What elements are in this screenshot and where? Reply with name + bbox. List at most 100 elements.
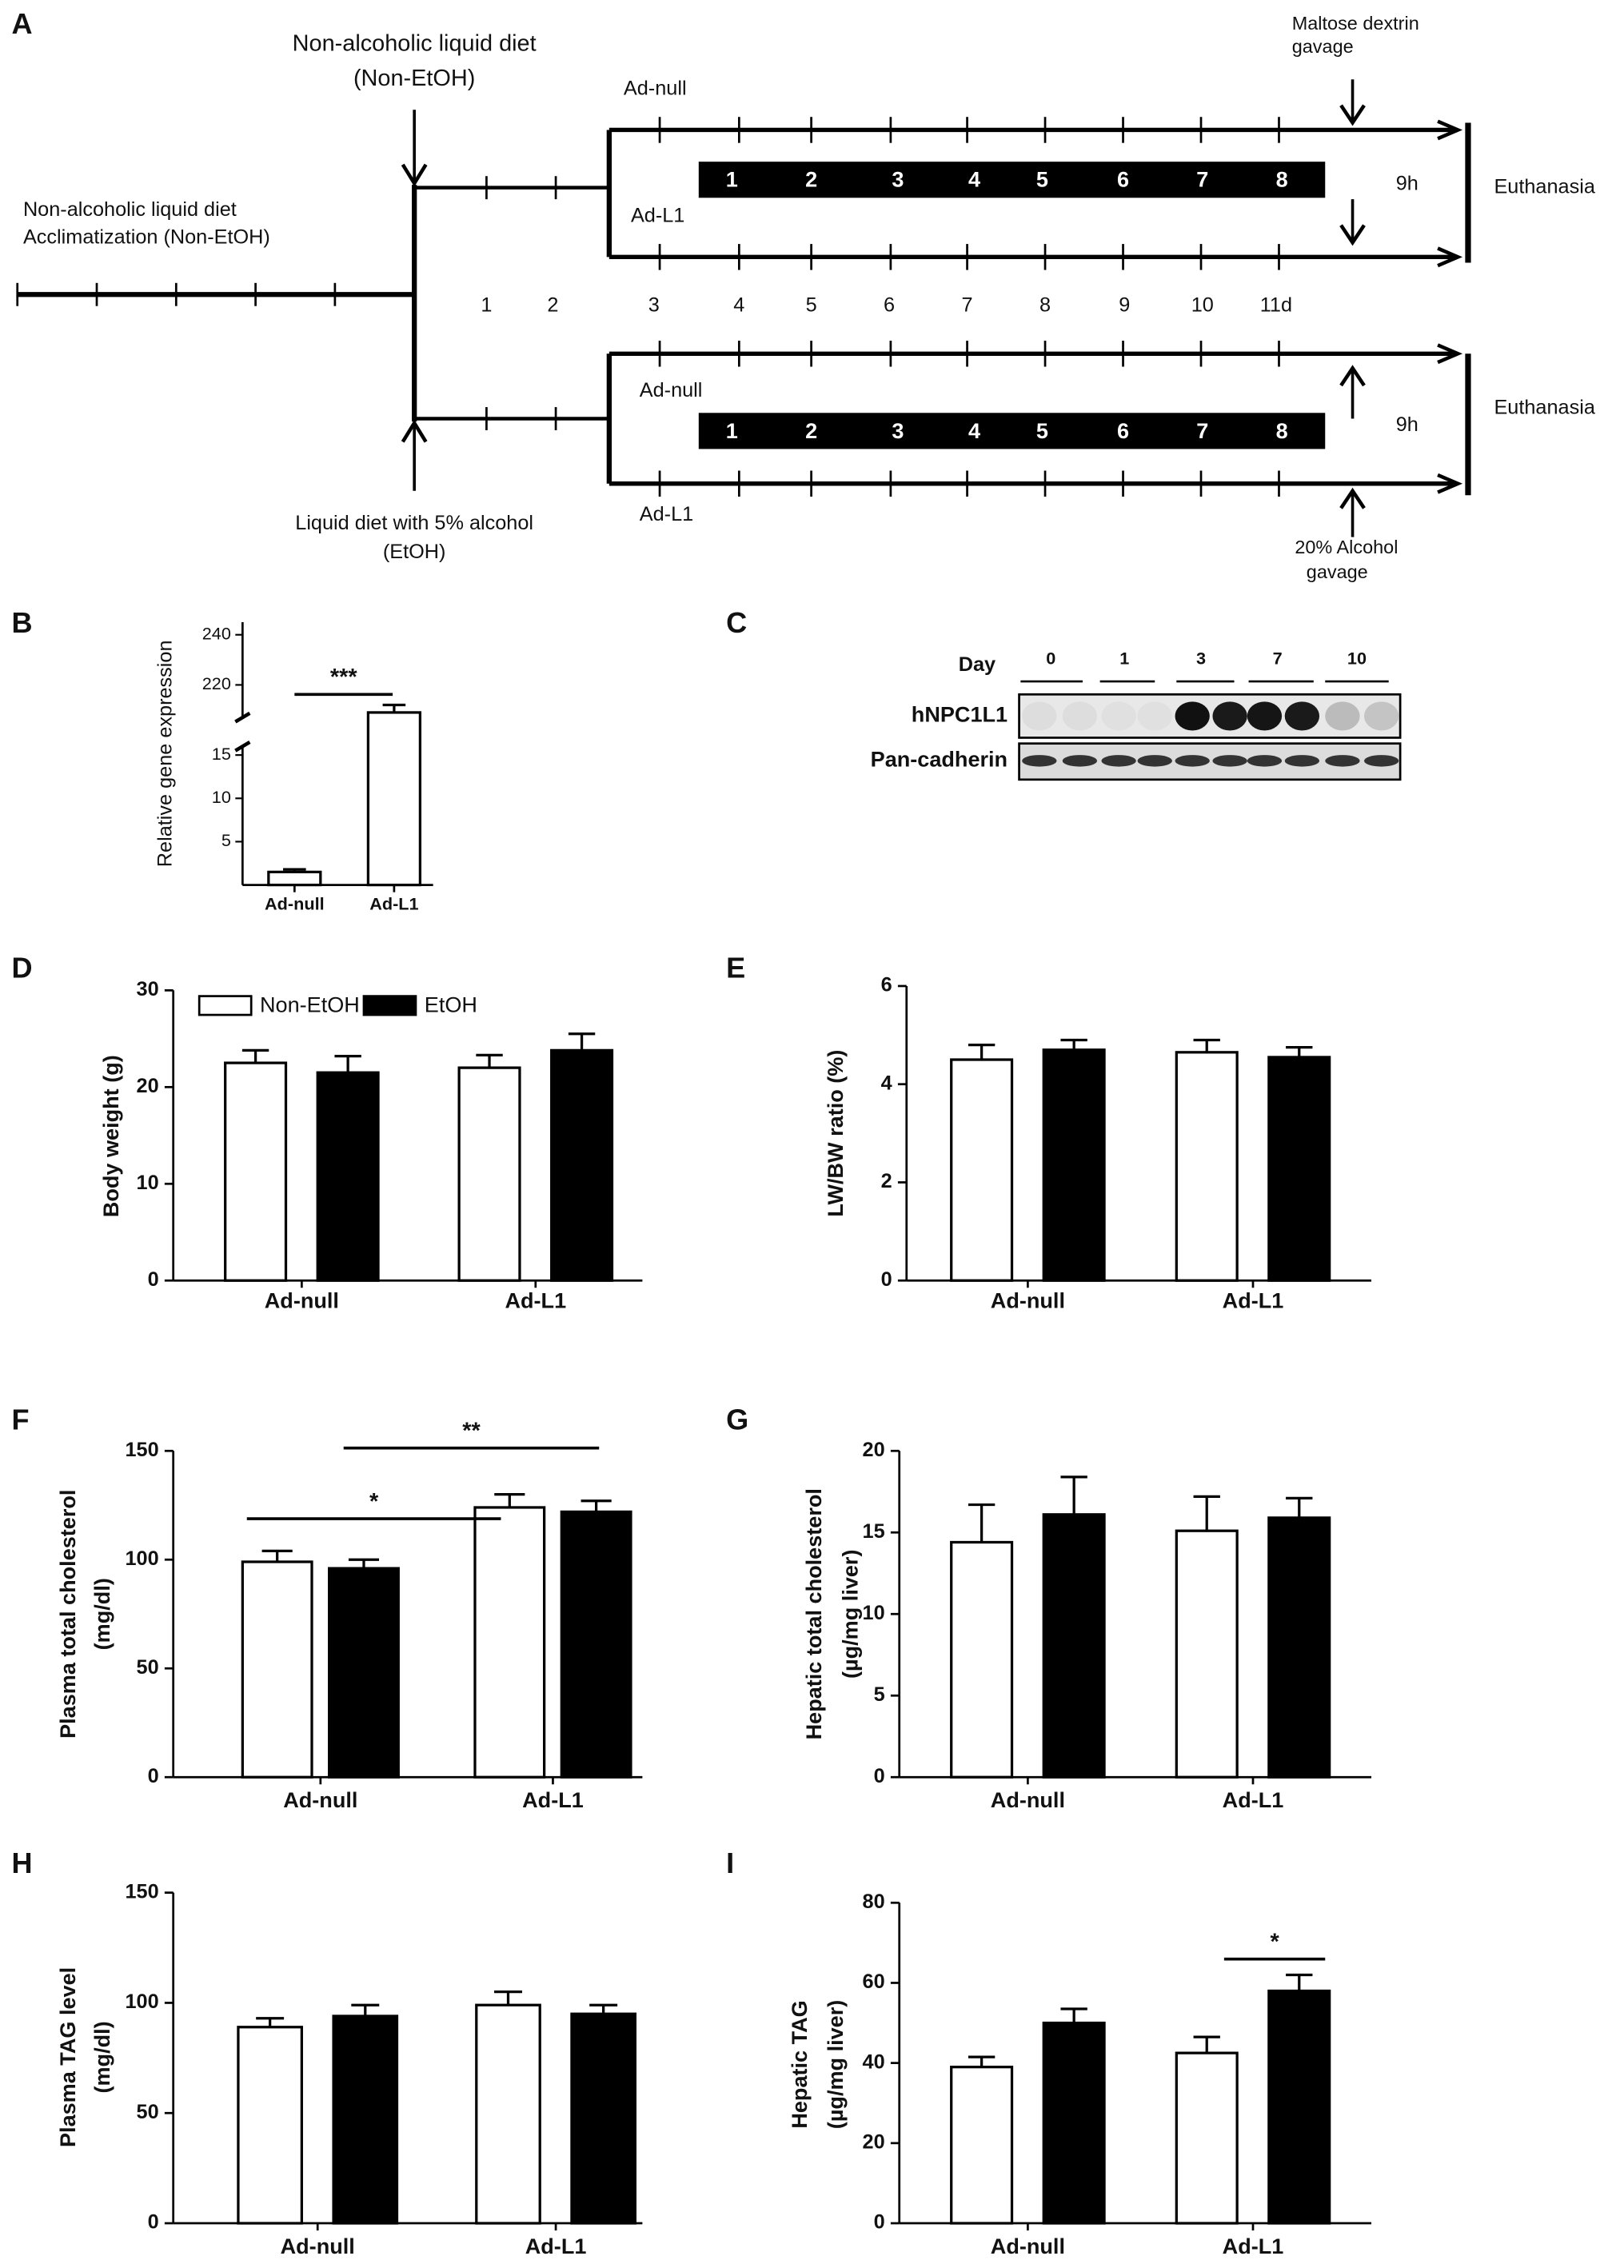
label: 60 [863,1971,885,1993]
bar [267,870,322,887]
label: hNPC1L1 [912,702,1008,727]
label: 50 [137,2101,159,2123]
bar [237,2026,303,2225]
error-bar [494,1990,522,2006]
label: Maltose dextrin [1292,13,1419,34]
bar [570,2012,636,2225]
label: 1 [726,418,738,443]
bar [1042,1513,1106,1779]
bar [560,1510,632,1779]
arrow-head [401,163,428,187]
error-bar [1060,1038,1087,1050]
label: 5 [221,830,231,850]
label: 7 [962,293,973,316]
band [1363,755,1399,767]
label: (mg/dl) [90,1578,114,1650]
arrow-head [1339,365,1366,387]
error-bar [476,1053,503,1068]
band [1022,755,1057,767]
label: 9h [1396,173,1419,195]
error-bar [261,1549,293,1562]
band [1284,701,1320,731]
label: Ad-L1 [1223,1288,1284,1312]
arrow-head [1437,473,1463,494]
label: gavage [1292,36,1354,57]
bar [1042,1048,1106,1282]
label: *** [330,665,357,690]
error-bar [568,1032,596,1051]
label: (mg/dl) [90,2021,114,2093]
error-bar [968,2055,996,2067]
arrow-head [1339,487,1366,509]
band [1175,755,1210,767]
bar [1175,1051,1239,1282]
label: Ad-L1 [631,204,684,226]
error-bar [1060,2007,1087,2023]
bar [1267,1056,1331,1282]
label: Ad-null [265,1288,339,1312]
label: Ad-null [991,2234,1065,2258]
error-bar [1286,1973,1313,1991]
error-bar [968,1043,996,1060]
label: ** [462,1418,481,1443]
label: 6 [1117,167,1129,192]
label: Ad-L1 [640,503,693,525]
label: Euthanasia [1494,175,1595,198]
label: 6 [1117,418,1129,443]
label: 20% Alcohol [1295,537,1398,557]
bar [316,1071,380,1282]
label: 1 [726,167,738,192]
bar [1175,1529,1239,1779]
label: 30 [137,978,159,1000]
label: Hepatic TAG [787,2000,812,2128]
error-bar [1193,2035,1220,2054]
legend-swatch [198,995,253,1016]
label: 8 [1039,293,1051,316]
label: Non-EtOH [260,992,360,1016]
label: 15 [863,1520,885,1543]
band [1022,701,1057,731]
week-box [698,162,1326,198]
band [1137,701,1172,731]
label: * [369,1489,379,1515]
label: Acclimatization (Non-EtOH) [23,226,270,249]
label: * [1270,1929,1279,1955]
label: Ad-null [640,379,703,401]
band [1363,701,1399,731]
error-bar [334,1055,361,1073]
label: 1 [1119,649,1129,669]
bar [475,2003,541,2225]
label: (Non-EtOH) [353,66,475,91]
label: Ad-L1 [1223,2234,1284,2258]
label: 15 [212,744,231,764]
error-bar [1193,1038,1220,1052]
label: 0 [881,1268,892,1291]
label: EtOH [425,992,477,1016]
label: 5 [874,1683,885,1706]
label: Ad-L1 [522,1787,584,1812]
error-bar [1193,1495,1220,1531]
label: 2 [805,167,817,192]
label: Ad-null [265,894,325,914]
label: 220 [202,673,231,693]
label: 10 [1191,293,1214,316]
bar [1267,1516,1331,1779]
error-bar [348,1558,380,1569]
band [1325,755,1360,767]
band [1325,701,1360,731]
label: Ad-null [283,1787,357,1812]
label: Ad-null [991,1288,1065,1312]
label: B [12,606,33,639]
bar [241,1560,313,1779]
label: A [12,7,33,40]
label: 10 [137,1172,159,1194]
band [1101,701,1136,731]
bar [332,2014,399,2225]
label: Ad-L1 [505,1288,566,1312]
label: 7 [1273,649,1283,669]
label: 4 [968,418,980,443]
label: 6 [881,974,892,996]
label: Plasma total cholesterol [55,1490,80,1739]
